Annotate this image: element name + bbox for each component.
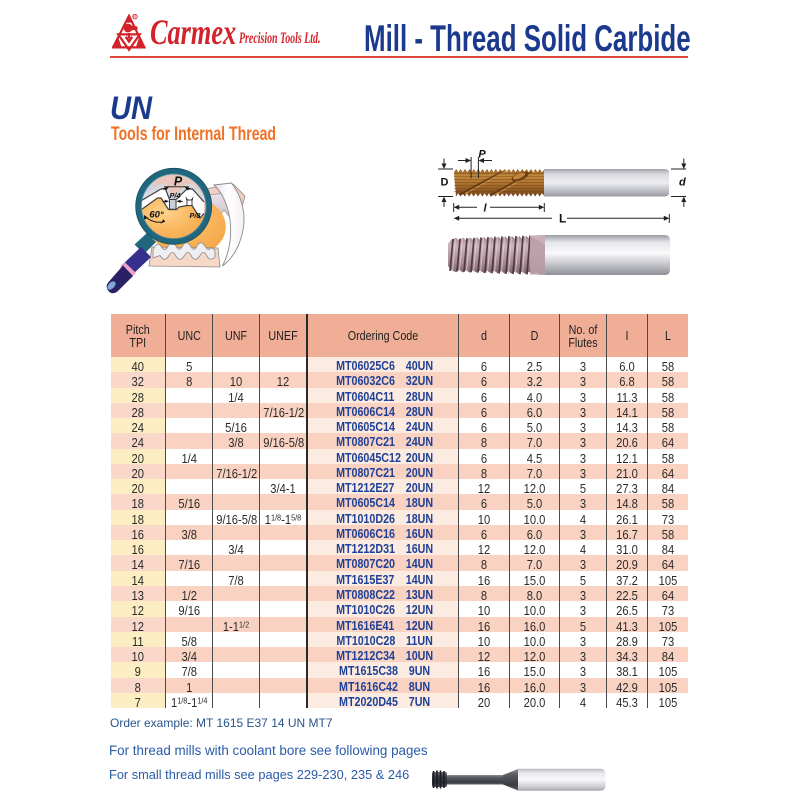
svg-text:P/8: P/8 xyxy=(189,211,201,220)
svg-text:l: l xyxy=(484,202,488,214)
svg-text:P: P xyxy=(174,175,183,189)
svg-text:P/4: P/4 xyxy=(169,191,180,200)
svg-text:D: D xyxy=(441,177,449,189)
svg-text:60°: 60° xyxy=(149,210,164,221)
svg-text:d: d xyxy=(679,177,686,189)
svg-text:P: P xyxy=(478,149,486,161)
svg-text:R: R xyxy=(133,14,137,20)
svg-text:L: L xyxy=(559,212,566,226)
